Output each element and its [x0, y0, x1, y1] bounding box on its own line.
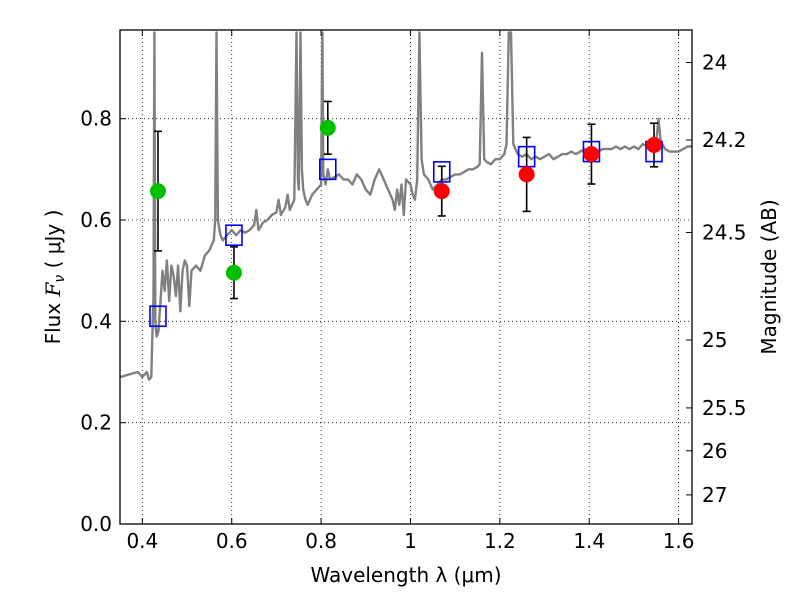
- x-tick-label: 1.6: [663, 529, 695, 553]
- y-axis-label-prefix: Flux: [41, 296, 65, 344]
- y-axis-label-unit: ( μJy ): [41, 210, 65, 275]
- right-tick-label: 25: [702, 328, 727, 352]
- y-tick-label: 0.2: [80, 411, 112, 435]
- right-tick-label: 26: [702, 439, 727, 463]
- model-photometry-box: [432, 161, 451, 183]
- model-photometry-box: [149, 305, 167, 328]
- right-tick-label: 27: [702, 483, 727, 507]
- y-tick-label: 0.8: [80, 107, 112, 131]
- x-tick-label: 1: [404, 529, 417, 553]
- green-data-point: [319, 119, 336, 136]
- y-axis-label-subscript: ν: [52, 275, 68, 283]
- right-tick-label: 24.5: [702, 220, 747, 244]
- x-tick-label: 1.4: [573, 529, 605, 553]
- ticks: [120, 30, 692, 525]
- x-tick-label: 0.8: [305, 529, 337, 553]
- y-axis-label: Flux Fν ( μJy ): [41, 210, 68, 345]
- red-data-point: [518, 166, 535, 183]
- model-photometry-boxes: [149, 140, 663, 328]
- model-photometry-box: [318, 158, 337, 181]
- x-tick-label: 0.4: [126, 529, 158, 553]
- right-axis-label: Magnitude (AB): [757, 199, 781, 354]
- y-axis-label-symbol: F: [41, 281, 65, 297]
- y-tick-label: 0.4: [80, 309, 112, 333]
- y-tick-label: 0.6: [80, 208, 112, 232]
- grid: [120, 30, 692, 524]
- red-data-point: [646, 137, 663, 154]
- error-bars: [153, 100, 659, 300]
- x-tick-label: 1.2: [484, 529, 516, 553]
- right-tick-label: 24: [702, 51, 727, 75]
- tick-labels: 0.4 0.6 0.8 1 1.2 1.4 1.6 0.0 0.2 0.4 0.6 0.8 24 24.2…: [80, 51, 746, 553]
- green-data-point: [225, 264, 242, 281]
- model-spectrum-line: [120, 31, 692, 381]
- plot-area: [120, 31, 692, 381]
- model-spectrum: [120, 31, 692, 381]
- red-data-point: [433, 183, 450, 200]
- right-tick-label: 24.2: [702, 128, 747, 152]
- x-axis-label: Wavelength λ (μm): [310, 563, 501, 587]
- plot-frame: [119, 29, 693, 525]
- x-tick-label: 0.6: [216, 529, 248, 553]
- red-data-point: [583, 146, 600, 163]
- y-tick-label: 0.0: [80, 512, 112, 536]
- right-tick-label: 25.5: [702, 396, 747, 420]
- model-photometry-box: [225, 224, 243, 246]
- green-data-point: [149, 183, 166, 200]
- observed-photometry-points: [149, 119, 663, 281]
